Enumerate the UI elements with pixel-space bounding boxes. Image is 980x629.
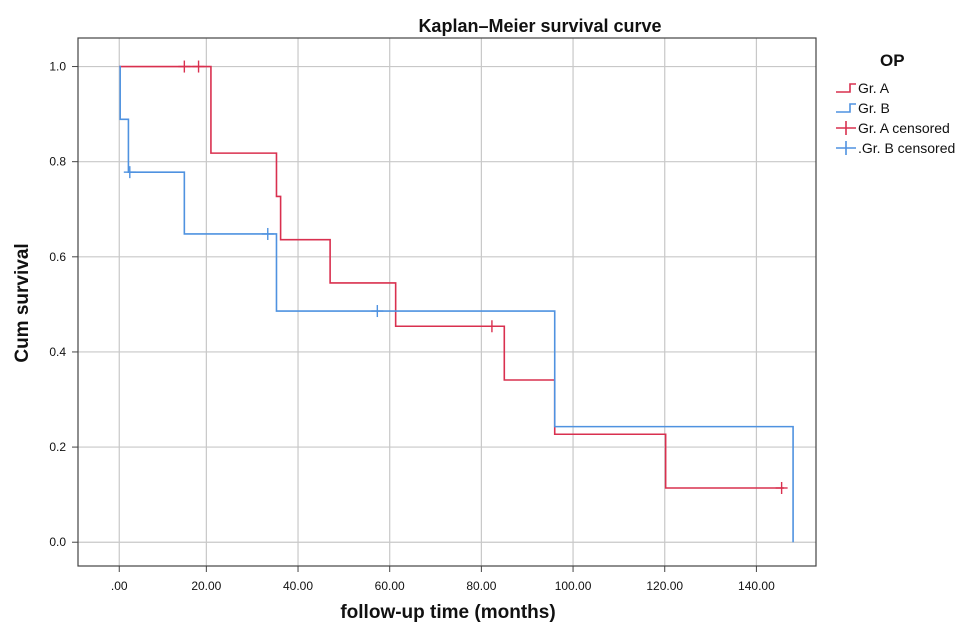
legend: OP Gr. A Gr. B Gr. A censored .Gr. B censor…	[836, 51, 955, 156]
y-tick-label: 0.2	[49, 440, 66, 454]
x-tick-label: 140.00	[738, 579, 775, 593]
x-tick-label: 80.00	[466, 579, 496, 593]
grid-lines	[78, 38, 816, 566]
censor-mark-gr-b	[261, 227, 274, 240]
x-tick-label: 40.00	[283, 579, 313, 593]
x-tick-label: 100.00	[555, 579, 592, 593]
censor-mark-gr-a	[192, 60, 205, 73]
y-tick-label: 0.8	[49, 155, 66, 169]
legend-title: OP	[880, 51, 905, 70]
survival-curve-gr-b	[119, 65, 794, 543]
legend-symbol	[836, 83, 856, 93]
x-tick-label: 60.00	[375, 579, 405, 593]
chart-title: Kaplan–Meier survival curve	[418, 16, 661, 36]
legend-label: .Gr. B censored	[858, 140, 955, 156]
series-layer	[119, 60, 794, 543]
y-tick-label: 0.0	[49, 535, 66, 549]
censor-mark-gr-a	[485, 320, 498, 333]
axis-ticks: .00 20.00 40.00 60.00 80.00 100.00 120.00 140.0…	[49, 60, 775, 593]
legend-label: Gr. A censored	[858, 120, 950, 136]
survival-curve-gr-a	[119, 65, 784, 489]
censor-mark-gr-b	[123, 166, 136, 179]
legend-symbol	[836, 103, 856, 113]
y-tick-label: 1.0	[49, 60, 66, 74]
plot-frame	[77, 37, 817, 567]
x-tick-label: 120.00	[646, 579, 683, 593]
y-tick-label: 0.6	[49, 250, 66, 264]
legend-symbol	[836, 121, 856, 135]
censor-mark-gr-b	[371, 305, 384, 318]
legend-label: Gr. B	[858, 100, 890, 116]
censor-mark-gr-a	[178, 60, 191, 73]
y-tick-label: 0.4	[49, 345, 66, 359]
censor-mark-gr-a	[775, 481, 788, 494]
y-axis-title: Cum survival	[12, 243, 33, 362]
x-tick-label: .00	[111, 579, 128, 593]
x-axis-title: follow-up time (months)	[340, 602, 555, 623]
legend-symbol	[836, 141, 856, 155]
legend-label: Gr. A	[858, 80, 890, 96]
x-tick-label: 20.00	[191, 579, 221, 593]
